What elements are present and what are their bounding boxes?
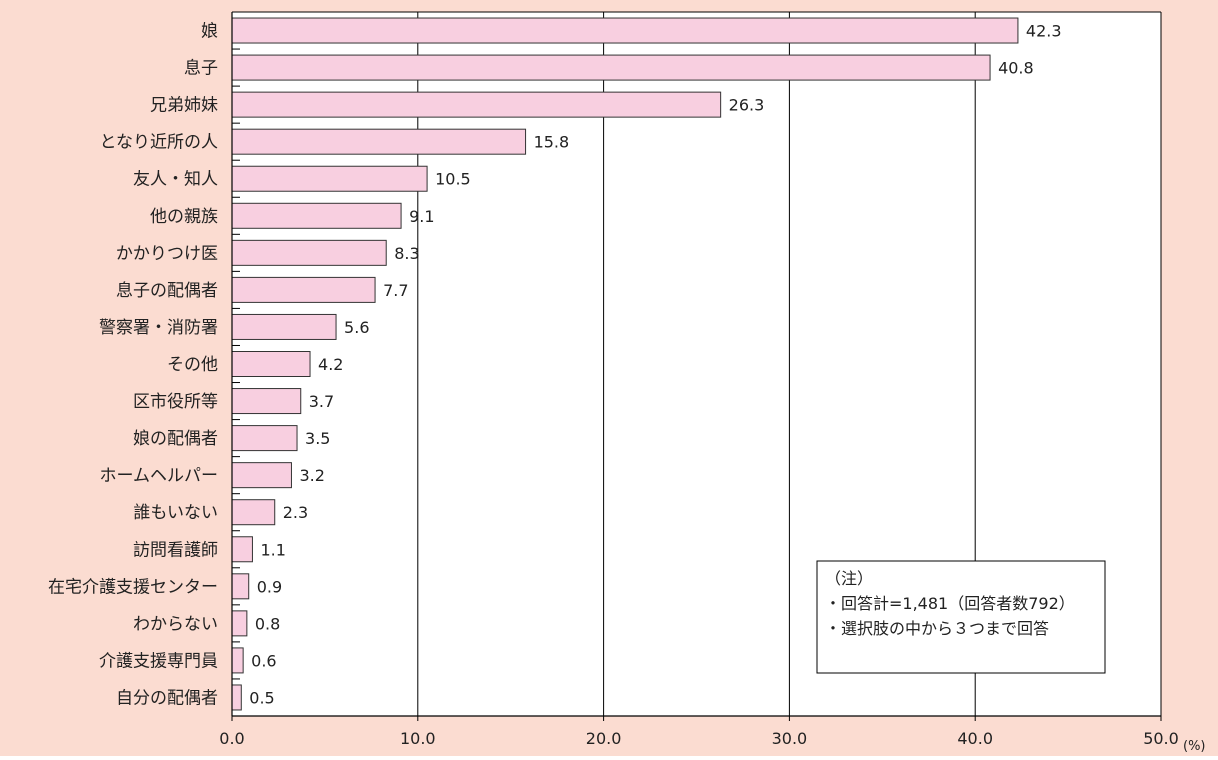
bar-value-label: 1.1 bbox=[260, 540, 285, 559]
category-label: 在宅介護支援センター bbox=[48, 577, 218, 597]
category-label: わからない bbox=[133, 614, 218, 634]
bar-value-label: 4.2 bbox=[318, 355, 343, 374]
x-tick-label: 30.0 bbox=[772, 729, 808, 748]
category-label: 誰もいない bbox=[133, 503, 218, 523]
bar bbox=[231, 610, 248, 637]
category-label: 兄弟姉妹 bbox=[150, 96, 218, 116]
category-label: ホームヘルパー bbox=[100, 466, 219, 486]
bar bbox=[231, 128, 527, 155]
note-frame bbox=[816, 560, 1106, 674]
category-label: 息子の配偶者 bbox=[116, 281, 218, 301]
axes bbox=[231, 11, 1162, 721]
bar bbox=[231, 388, 302, 415]
bar-value-label: 5.6 bbox=[344, 318, 369, 337]
category-label: 他の親族 bbox=[150, 207, 218, 227]
bar bbox=[231, 54, 991, 81]
category-label: 訪問看護師 bbox=[133, 540, 218, 560]
category-label: となり近所の人 bbox=[100, 133, 219, 153]
bar-value-label: 0.9 bbox=[257, 577, 282, 596]
bar bbox=[231, 276, 376, 303]
category-label: 介護支援専門員 bbox=[99, 651, 218, 671]
note-line-1: ・回答計=1,481（回答者数792） bbox=[825, 594, 1075, 613]
category-label: かかりつけ医 bbox=[116, 244, 218, 264]
category-label: 娘 bbox=[201, 22, 218, 42]
bar bbox=[231, 573, 250, 600]
bar-value-label: 10.5 bbox=[435, 170, 471, 189]
bar-value-label: 9.1 bbox=[409, 207, 434, 226]
bar-value-label: 15.8 bbox=[534, 133, 570, 152]
bar-value-label: 40.8 bbox=[998, 59, 1034, 78]
bar bbox=[231, 239, 387, 266]
note-box: （注） ・回答計=1,481（回答者数792） ・選択肢の中から３つまで回答 bbox=[816, 560, 1106, 674]
bar-value-label: 26.3 bbox=[729, 96, 765, 115]
category-label: 区市役所等 bbox=[133, 392, 218, 412]
bar bbox=[231, 165, 428, 192]
bar-value-label: 0.8 bbox=[255, 614, 280, 633]
bar bbox=[231, 313, 337, 340]
x-tick-label: 0.0 bbox=[219, 729, 244, 748]
bar bbox=[231, 17, 1019, 44]
bar bbox=[231, 684, 242, 711]
bar-value-label: 2.3 bbox=[283, 503, 308, 522]
x-tick-label: 20.0 bbox=[586, 729, 622, 748]
category-label: 息子 bbox=[184, 59, 218, 79]
bar bbox=[231, 647, 244, 674]
x-tick-label: 50.0 bbox=[1143, 729, 1179, 748]
bar-value-label: 3.5 bbox=[305, 429, 330, 448]
bar-value-label: 0.5 bbox=[249, 688, 274, 707]
bar bbox=[231, 462, 292, 489]
bar-value-label: 42.3 bbox=[1026, 22, 1062, 41]
bar bbox=[231, 536, 253, 563]
bar bbox=[231, 425, 298, 452]
note-line-2: ・選択肢の中から３つまで回答 bbox=[825, 619, 1049, 638]
x-unit-label: (%) bbox=[1183, 739, 1206, 754]
labels: 42.3 娘 40.8 息子 26.3 兄弟姉妹 15.8 となり近所の人 10.5 友人・知人 9… bbox=[48, 22, 1206, 754]
category-label: 娘の配偶者 bbox=[133, 429, 218, 449]
bar bbox=[231, 351, 311, 377]
note-title: （注） bbox=[825, 569, 873, 588]
x-tick-label: 40.0 bbox=[957, 729, 993, 748]
bar-value-label: 0.6 bbox=[251, 651, 276, 670]
bar bbox=[231, 202, 402, 229]
category-label: 警察署・消防署 bbox=[99, 318, 218, 338]
bar-value-label: 8.3 bbox=[394, 244, 419, 263]
bar bbox=[231, 91, 722, 118]
category-label: 自分の配偶者 bbox=[116, 688, 218, 708]
x-tick-label: 10.0 bbox=[400, 729, 436, 748]
bar-value-label: 3.2 bbox=[299, 466, 324, 485]
bar-value-label: 3.7 bbox=[309, 392, 334, 411]
category-label: 友人・知人 bbox=[133, 170, 218, 190]
bar bbox=[231, 499, 276, 526]
bar-value-label: 7.7 bbox=[383, 281, 408, 300]
category-label: その他 bbox=[167, 355, 218, 375]
